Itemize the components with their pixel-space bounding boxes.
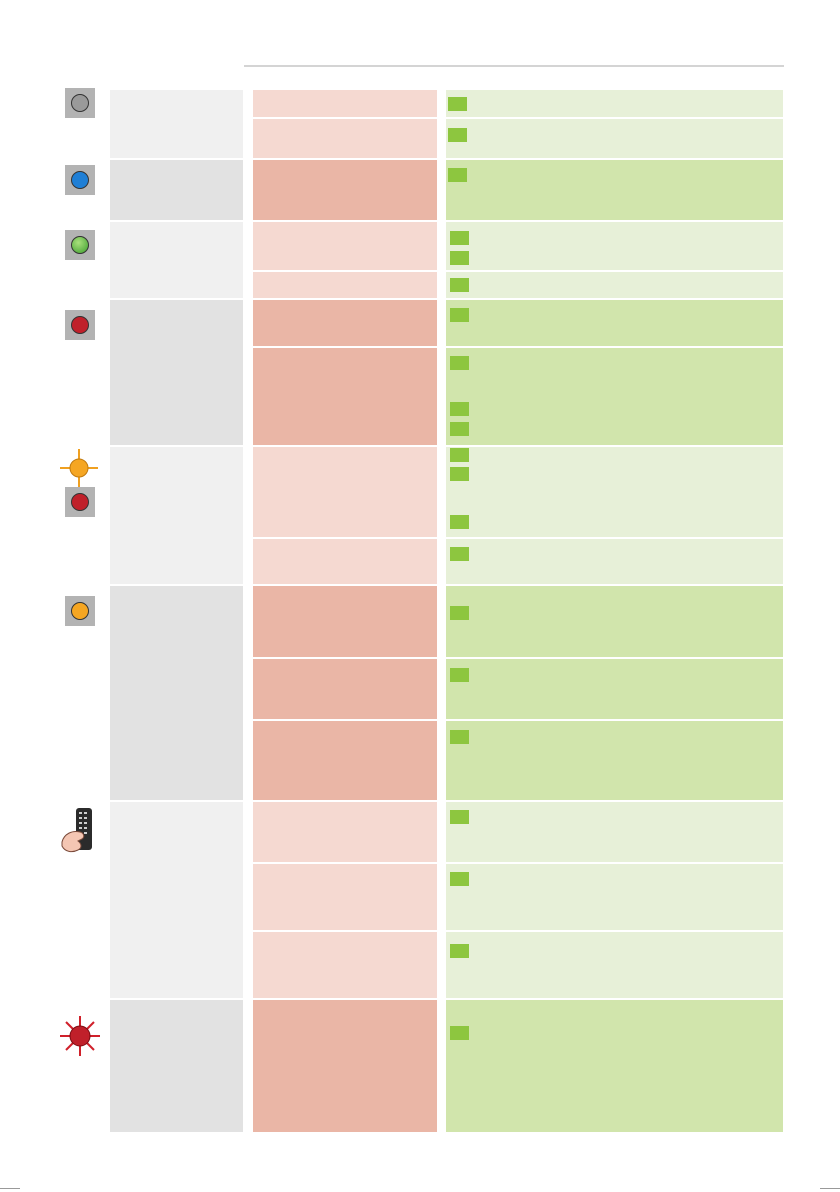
status-cell (110, 802, 243, 998)
checkbox-icon (448, 168, 467, 182)
led-orange-icon (65, 596, 95, 626)
cause-cell (253, 160, 437, 220)
led-green-icon (65, 230, 95, 260)
checkbox-icon (450, 278, 469, 292)
led-grey-icon (65, 88, 95, 118)
status-cell (110, 300, 243, 445)
checkbox-icon (450, 810, 469, 824)
checkbox-icon (448, 128, 467, 142)
cause-cell (253, 90, 437, 117)
checkbox-icon (450, 422, 469, 436)
remedy-cell (446, 802, 783, 862)
status-cell (110, 222, 243, 298)
checkbox-icon (450, 730, 469, 744)
header-rule (244, 65, 784, 67)
remedy-cell (446, 348, 783, 445)
remedy-cell (446, 90, 783, 117)
remedy-cell (446, 272, 783, 298)
checkbox-icon (450, 467, 469, 481)
checkbox-icon (448, 97, 467, 111)
cause-cell (253, 272, 437, 298)
checkbox-icon (450, 356, 469, 370)
status-cell (110, 90, 243, 158)
led-red-icon (65, 487, 95, 517)
cause-cell (253, 932, 437, 998)
checkbox-icon (450, 1026, 469, 1040)
led-red-blinking-icon (60, 1016, 100, 1056)
remedy-cell (446, 864, 783, 930)
led-red-icon (65, 310, 95, 340)
led-orange-blinking-icon (60, 449, 98, 487)
cause-cell (253, 659, 437, 719)
led-blue-icon (65, 165, 95, 195)
checkbox-icon (450, 231, 469, 245)
cause-cell (253, 300, 437, 346)
remedy-cell (446, 447, 783, 537)
cause-cell (253, 222, 437, 270)
checkbox-icon (450, 944, 469, 958)
checkbox-icon (450, 547, 469, 561)
cause-cell (253, 348, 437, 445)
cause-cell (253, 447, 437, 537)
checkbox-icon (450, 515, 469, 529)
cause-cell (253, 119, 437, 158)
checkbox-icon (450, 668, 469, 682)
checkbox-icon (450, 402, 469, 416)
status-cell (110, 160, 243, 220)
status-cell (110, 586, 243, 800)
status-cell (110, 447, 243, 584)
status-cell (110, 1000, 243, 1132)
cause-cell (253, 864, 437, 930)
checkbox-icon (450, 448, 469, 462)
remedy-cell (446, 119, 783, 158)
checkbox-icon (450, 251, 469, 265)
remote-control-icon (61, 808, 92, 853)
remedy-cell (446, 539, 783, 584)
cause-cell (253, 802, 437, 862)
checkbox-icon (450, 606, 469, 620)
remedy-cell (446, 222, 783, 270)
checkbox-icon (450, 872, 469, 886)
cause-cell (253, 586, 437, 657)
cause-cell (253, 721, 437, 800)
remedy-cell (446, 1000, 783, 1132)
remedy-cell (446, 160, 783, 220)
remedy-cell (446, 586, 783, 657)
remedy-cell (446, 721, 783, 800)
remedy-cell (446, 932, 783, 998)
remedy-cell (446, 659, 783, 719)
checkbox-icon (450, 308, 469, 322)
crop-marks (0, 1184, 840, 1192)
cause-cell (253, 1000, 437, 1132)
remedy-cell (446, 300, 783, 346)
cause-cell (253, 539, 437, 584)
